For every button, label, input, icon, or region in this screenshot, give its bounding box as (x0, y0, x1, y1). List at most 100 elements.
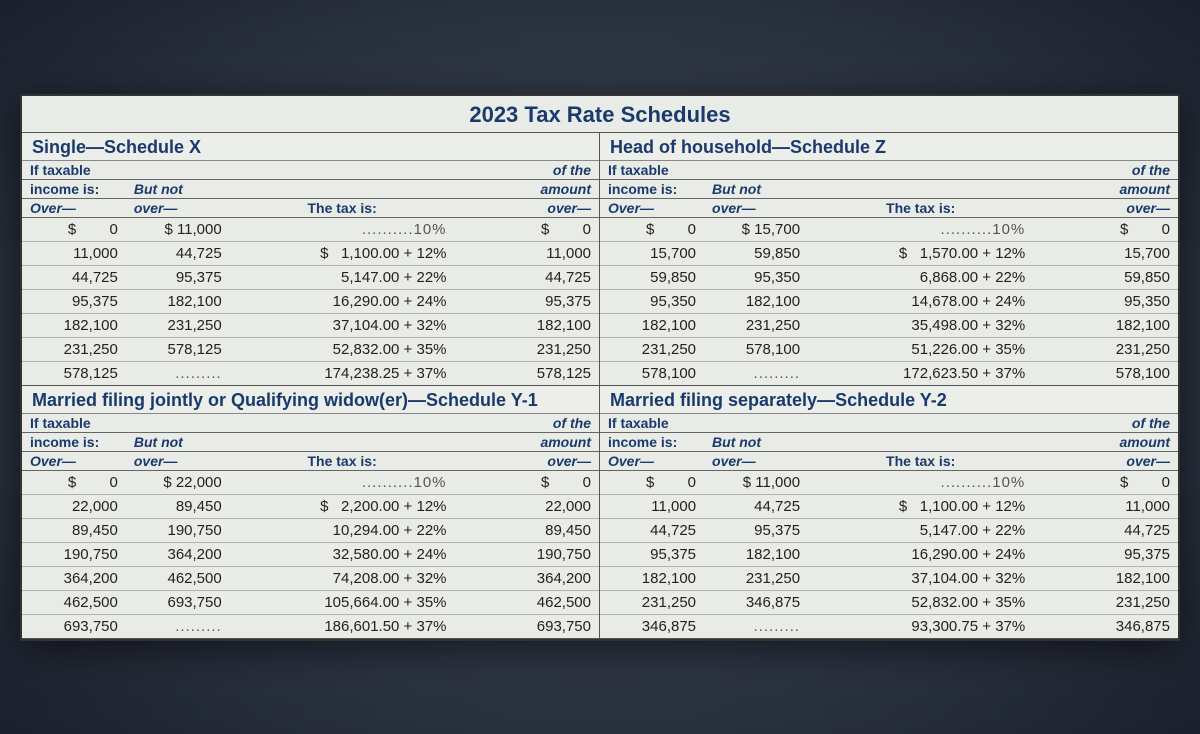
cell-amt: 89,450 (461, 518, 599, 542)
cell-tax: 5,147.00 + 22% (230, 265, 461, 289)
cell-over: 89,450 (22, 518, 126, 542)
cell-tax: ..........10% (808, 470, 1039, 494)
cell-over: 95,375 (22, 289, 126, 313)
cell-amt: 59,850 (1039, 265, 1178, 289)
cell-notover: 231,250 (704, 566, 808, 590)
cell-amt: $ 0 (461, 217, 599, 241)
schedule-grid: Single—Schedule XIf taxableof theincome … (22, 132, 1178, 639)
cell-amt: 22,000 (461, 494, 599, 518)
cell-tax: 35,498.00 + 32% (808, 313, 1039, 337)
table-row: 59,85095,3506,868.00 + 22%59,850 (600, 265, 1178, 289)
cell-notover: 44,725 (704, 494, 808, 518)
table-row: 95,375182,10016,290.00 + 24%95,375 (600, 542, 1178, 566)
cell-over: 182,100 (600, 566, 704, 590)
table-row: $ 0$ 11,000..........10%$ 0 (22, 217, 599, 241)
cell-notover: $ 15,700 (704, 217, 808, 241)
cell-tax: 16,290.00 + 24% (808, 542, 1039, 566)
table-row: 190,750364,20032,580.00 + 24%190,750 (22, 542, 599, 566)
cell-over: 11,000 (600, 494, 704, 518)
cell-amt: 231,250 (461, 337, 599, 361)
cell-tax: 105,664.00 + 35% (230, 590, 461, 614)
cell-tax: ..........10% (230, 470, 461, 494)
cell-tax: $ 2,200.00 + 12% (230, 494, 461, 518)
table-row: $ 0$ 22,000..........10%$ 0 (22, 470, 599, 494)
cell-tax: $ 1,100.00 + 12% (808, 494, 1039, 518)
table-row: 346,875.........93,300.75 + 37%346,875 (600, 614, 1178, 638)
table-row: 95,350182,10014,678.00 + 24%95,350 (600, 289, 1178, 313)
schedule-quadrant: Head of household—Schedule ZIf taxableof… (600, 133, 1178, 386)
cell-over: 11,000 (22, 241, 126, 265)
cell-tax: 37,104.00 + 32% (230, 313, 461, 337)
cell-notover: ......... (126, 614, 230, 638)
cell-over: $ 0 (600, 217, 704, 241)
table-row: 89,450190,75010,294.00 + 22%89,450 (22, 518, 599, 542)
cell-notover: 231,250 (704, 313, 808, 337)
cell-amt: 15,700 (1039, 241, 1178, 265)
cell-amt: 231,250 (1039, 590, 1178, 614)
table-row: 693,750.........186,601.50 + 37%693,750 (22, 614, 599, 638)
cell-amt: 190,750 (461, 542, 599, 566)
cell-amt: 231,250 (1039, 337, 1178, 361)
cell-notover: 95,350 (704, 265, 808, 289)
table-row: 182,100231,25037,104.00 + 32%182,100 (22, 313, 599, 337)
cell-over: $ 0 (600, 470, 704, 494)
cell-over: 44,725 (600, 518, 704, 542)
cell-amt: 693,750 (461, 614, 599, 638)
cell-amt: 182,100 (461, 313, 599, 337)
cell-notover: 578,100 (704, 337, 808, 361)
cell-notover: 462,500 (126, 566, 230, 590)
cell-notover: $ 11,000 (126, 217, 230, 241)
table-row: 11,00044,725$ 1,100.00 + 12%11,000 (22, 241, 599, 265)
cell-tax: $ 1,570.00 + 12% (808, 241, 1039, 265)
cell-tax: $ 1,100.00 + 12% (230, 241, 461, 265)
cell-tax: 186,601.50 + 37% (230, 614, 461, 638)
cell-tax: 10,294.00 + 22% (230, 518, 461, 542)
table-row: 44,72595,3755,147.00 + 22%44,725 (600, 518, 1178, 542)
cell-tax: 32,580.00 + 24% (230, 542, 461, 566)
table-row: $ 0$ 11,000..........10%$ 0 (600, 470, 1178, 494)
schedule-quadrant: Married filing separately—Schedule Y-2If… (600, 386, 1178, 639)
table-row: 182,100231,25035,498.00 + 32%182,100 (600, 313, 1178, 337)
cell-notover: $ 11,000 (704, 470, 808, 494)
cell-tax: 37,104.00 + 32% (808, 566, 1039, 590)
cell-over: 59,850 (600, 265, 704, 289)
cell-over: 182,100 (22, 313, 126, 337)
cell-amt: 11,000 (1039, 494, 1178, 518)
cell-over: 190,750 (22, 542, 126, 566)
cell-tax: 16,290.00 + 24% (230, 289, 461, 313)
cell-amt: 182,100 (1039, 313, 1178, 337)
table-row: $ 0$ 15,700..........10%$ 0 (600, 217, 1178, 241)
cell-over: 231,250 (600, 590, 704, 614)
cell-notover: ......... (126, 361, 230, 385)
cell-notover: 693,750 (126, 590, 230, 614)
cell-amt: 44,725 (461, 265, 599, 289)
cell-amt: 95,375 (461, 289, 599, 313)
cell-amt: 95,350 (1039, 289, 1178, 313)
table-row: 11,00044,725$ 1,100.00 + 12%11,000 (600, 494, 1178, 518)
cell-tax: 5,147.00 + 22% (808, 518, 1039, 542)
cell-notover: 364,200 (126, 542, 230, 566)
cell-over: 346,875 (600, 614, 704, 638)
cell-over: 44,725 (22, 265, 126, 289)
cell-notover: 578,125 (126, 337, 230, 361)
schedule-quadrant: Single—Schedule XIf taxableof theincome … (22, 133, 600, 386)
cell-amt: 95,375 (1039, 542, 1178, 566)
cell-tax: ..........10% (808, 217, 1039, 241)
cell-tax: 74,208.00 + 32% (230, 566, 461, 590)
cell-amt: $ 0 (1039, 470, 1178, 494)
table-row: 578,100.........172,623.50 + 37%578,100 (600, 361, 1178, 385)
cell-tax: 172,623.50 + 37% (808, 361, 1039, 385)
table-row: 22,00089,450$ 2,200.00 + 12%22,000 (22, 494, 599, 518)
cell-over: 578,125 (22, 361, 126, 385)
cell-over: 95,350 (600, 289, 704, 313)
cell-over: 95,375 (600, 542, 704, 566)
schedule-quadrant: Married filing jointly or Qualifying wid… (22, 386, 600, 639)
cell-amt: 462,500 (461, 590, 599, 614)
table-row: 578,125.........174,238.25 + 37%578,125 (22, 361, 599, 385)
cell-notover: 346,875 (704, 590, 808, 614)
tax-table: If taxableof theincome is:But notamountO… (600, 414, 1178, 638)
cell-over: 182,100 (600, 313, 704, 337)
cell-notover: 182,100 (704, 542, 808, 566)
cell-over: 22,000 (22, 494, 126, 518)
cell-amt: 346,875 (1039, 614, 1178, 638)
